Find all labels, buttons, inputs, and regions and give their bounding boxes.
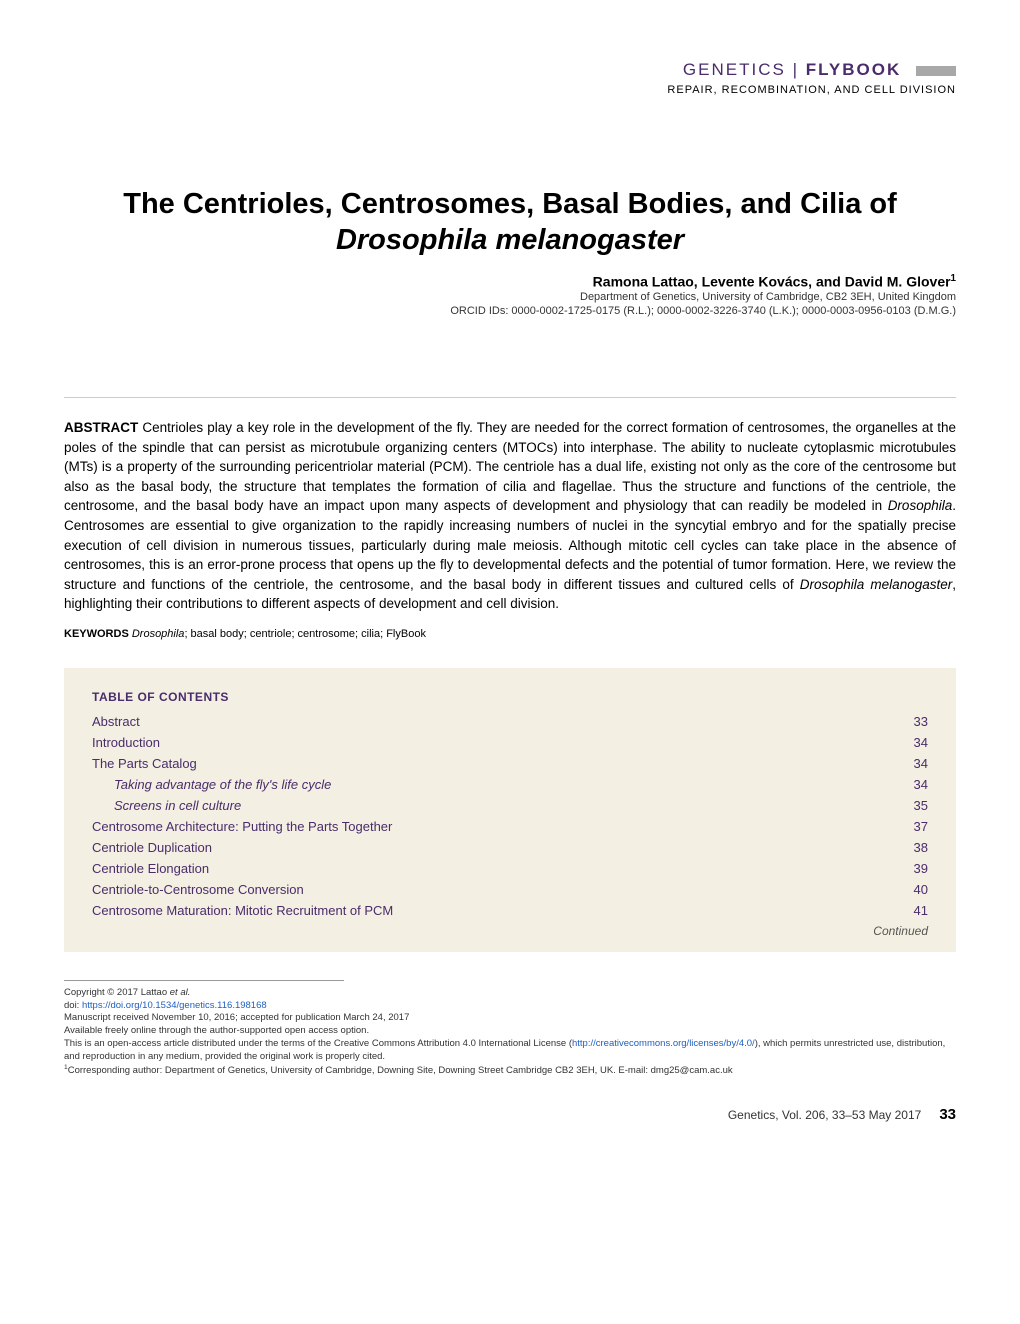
toc-row: Screens in cell culture 35 — [92, 798, 928, 813]
toc-page: 40 — [914, 882, 928, 897]
orcid-line: ORCID IDs: 0000-0002-1725-0175 (R.L.); 0… — [64, 305, 956, 317]
corresponding-line: 1Corresponding author: Department of Gen… — [64, 1064, 956, 1078]
header-gray-bar — [916, 66, 956, 76]
manuscript-line: Manuscript received November 10, 2016; a… — [64, 1012, 956, 1025]
toc-label: Introduction — [92, 735, 160, 750]
header-separator: | — [793, 60, 799, 79]
toc-label: Screens in cell culture — [114, 798, 241, 813]
toc-label: Centriole-to-Centrosome Conversion — [92, 882, 304, 897]
toc-box: TABLE OF CONTENTS Abstract 33 Introduction… — [64, 668, 956, 952]
toc-page: 34 — [914, 756, 928, 771]
copyright-line: Copyright © 2017 Lattao et al. — [64, 987, 956, 1000]
doi-line: doi: https://doi.org/10.1534/genetics.11… — [64, 1000, 956, 1013]
journal-header-line: GENETICS | FLYBOOK — [64, 60, 956, 80]
footer-rule — [64, 980, 344, 981]
toc-title: TABLE OF CONTENTS — [92, 690, 928, 704]
license-line: This is an open-access article distribut… — [64, 1038, 956, 1064]
page-number: 33 — [939, 1106, 956, 1123]
keywords-line: KEYWORDS Drosophila; basal body; centrio… — [64, 628, 956, 640]
title-line2-italic: Drosophila melanogaster — [336, 224, 684, 256]
page-footer-info: Genetics, Vol. 206, 33–53 May 2017 — [728, 1108, 921, 1122]
flybook-label: FLYBOOK — [806, 60, 902, 79]
toc-label: The Parts Catalog — [92, 756, 197, 771]
toc-page: 34 — [914, 777, 928, 792]
toc-row: Centrosome Maturation: Mitotic Recruitme… — [92, 903, 928, 918]
toc-row: Centrosome Architecture: Putting the Par… — [92, 819, 928, 834]
title-line1: The Centrioles, Centrosomes, Basal Bodie… — [123, 188, 897, 220]
toc-page: 41 — [914, 903, 928, 918]
toc-page: 39 — [914, 861, 928, 876]
abstract-label: ABSTRACT — [64, 420, 138, 435]
author-superscript: 1 — [951, 273, 956, 284]
section-header: REPAIR, RECOMBINATION, AND CELL DIVISION — [64, 84, 956, 96]
keywords-italic: Drosophila — [132, 628, 185, 640]
keywords-rest: ; basal body; centriole; centrosome; cil… — [184, 628, 426, 640]
toc-page: 37 — [914, 819, 928, 834]
article-title: The Centrioles, Centrosomes, Basal Bodie… — [64, 186, 956, 259]
abstract-italic-2: Drosophila melanogaster — [800, 577, 952, 592]
toc-page: 34 — [914, 735, 928, 750]
toc-page: 33 — [914, 714, 928, 729]
toc-label: Taking advantage of the fly's life cycle — [114, 777, 331, 792]
toc-row: Abstract 33 — [92, 714, 928, 729]
license-link[interactable]: http://creativecommons.org/licenses/by/4… — [572, 1038, 755, 1049]
copyright-etal: et al. — [170, 987, 191, 998]
doi-link[interactable]: https://doi.org/10.1534/genetics.116.198… — [82, 1000, 267, 1011]
keywords-label: KEYWORDS — [64, 628, 129, 640]
toc-continued: Continued — [92, 924, 928, 938]
horizontal-rule — [64, 397, 956, 398]
toc-label: Abstract — [92, 714, 140, 729]
toc-label: Centriole Elongation — [92, 861, 209, 876]
authors-line: Ramona Lattao, Levente Kovács, and David… — [64, 273, 956, 290]
toc-label: Centrosome Architecture: Putting the Par… — [92, 819, 392, 834]
abstract-italic-1: Drosophila — [888, 498, 953, 513]
toc-page: 35 — [914, 798, 928, 813]
license-part1: This is an open-access article distribut… — [64, 1038, 572, 1049]
toc-row: Taking advantage of the fly's life cycle… — [92, 777, 928, 792]
copyright-prefix: Copyright © 2017 Lattao — [64, 987, 170, 998]
affiliation: Department of Genetics, University of Ca… — [64, 291, 956, 303]
available-line: Available freely online through the auth… — [64, 1025, 956, 1038]
toc-label: Centrosome Maturation: Mitotic Recruitme… — [92, 903, 393, 918]
toc-label: Centriole Duplication — [92, 840, 212, 855]
page-footer: Genetics, Vol. 206, 33–53 May 2017 33 — [64, 1106, 956, 1123]
toc-rows-container: Abstract33Introduction34The Parts Catalo… — [92, 714, 928, 918]
doi-label: doi: — [64, 1000, 82, 1011]
footer-block: Copyright © 2017 Lattao et al. doi: http… — [64, 987, 956, 1078]
journal-name: GENETICS — [683, 60, 786, 79]
toc-row: Centriole-to-Centrosome Conversion 40 — [92, 882, 928, 897]
toc-page: 38 — [914, 840, 928, 855]
journal-header-block: GENETICS | FLYBOOK REPAIR, RECOMBINATION… — [64, 60, 956, 96]
toc-row: Introduction 34 — [92, 735, 928, 750]
abstract-block: ABSTRACT Centrioles play a key role in t… — [64, 418, 956, 614]
toc-row: The Parts Catalog 34 — [92, 756, 928, 771]
corresponding-text: Corresponding author: Department of Gene… — [68, 1065, 733, 1076]
authors-text: Ramona Lattao, Levente Kovács, and David… — [593, 273, 951, 289]
abstract-text-1: Centrioles play a key role in the develo… — [64, 420, 956, 513]
toc-row: Centriole Elongation 39 — [92, 861, 928, 876]
toc-row: Centriole Duplication 38 — [92, 840, 928, 855]
